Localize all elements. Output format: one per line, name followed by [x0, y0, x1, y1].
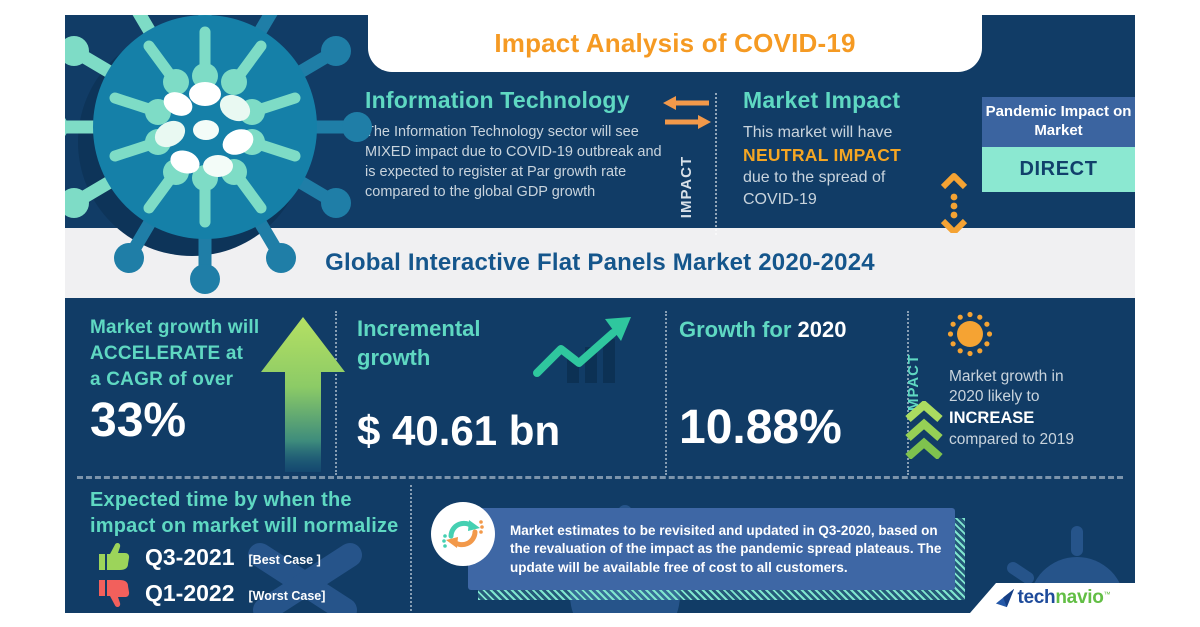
impact2020-line1: Market growth in: [949, 368, 1064, 385]
content-area: Impact Analysis of COVID-19 Information …: [65, 15, 1135, 613]
worst-case-value: Q1-2022: [145, 579, 235, 606]
normalize-heading: Expected time by when the impact on mark…: [90, 487, 399, 540]
growth-up-arrow-icon: [261, 317, 345, 472]
cagr-line1: Market growth will: [90, 317, 260, 338]
sector-block: Information Technology The Information T…: [365, 87, 665, 202]
market-impact-line2: due to the spread of: [743, 169, 886, 187]
coronavirus-icon: [947, 311, 993, 357]
normalize-line2: impact on market will normalize: [90, 515, 399, 538]
impact-vertical-label: IMPACT: [678, 155, 695, 219]
brand-part2: navio: [1055, 587, 1104, 608]
refresh-icon: [442, 520, 484, 548]
cagr-value: 33%: [90, 394, 187, 447]
normalize-divider: [410, 485, 412, 611]
impact2020-highlight: INCREASE: [949, 408, 1035, 427]
brand-strip: technavio™: [970, 583, 1135, 613]
best-case-row: Q3-2021 [Best Case ]: [97, 542, 321, 572]
stat-divider-2: [665, 311, 667, 475]
worst-case-label: [Worst Case]: [248, 589, 326, 603]
worst-case-row: Q1-2022 [Worst Case]: [97, 578, 325, 608]
growth2020-prefix: Growth for: [679, 317, 798, 342]
cagr-line2: ACCELERATE at: [90, 343, 244, 365]
impact2020-line2: 2020 likely to: [949, 388, 1040, 406]
note-box: Market estimates to be revisited and upd…: [468, 508, 955, 590]
growth2020-value: 10.88%: [679, 401, 842, 454]
swap-arrows-icon: [663, 96, 711, 129]
pandemic-impact-label: Pandemic Impact on Market: [982, 97, 1135, 147]
sector-title: Information Technology: [365, 87, 630, 113]
impact2020-text: Market growth in 2020 likely to INCREASE…: [949, 367, 1135, 450]
technavio-logo-icon: [995, 588, 1014, 608]
cagr-heading: Market growth will ACCELERATE at a CAGR …: [90, 315, 259, 394]
thumbs-down-icon: [99, 580, 130, 607]
coronavirus-illustration: [65, 15, 372, 294]
thumbs-up-icon: [99, 543, 130, 570]
impact-updown-icon: [940, 173, 968, 233]
incremental-line2: growth: [357, 344, 431, 370]
report-title: Global Interactive Flat Panels Market 20…: [325, 249, 875, 276]
market-impact-highlight: NEUTRAL IMPACT: [743, 144, 902, 165]
refresh-badge: [431, 502, 495, 566]
pandemic-impact-box: Pandemic Impact on Market DIRECT: [982, 97, 1135, 192]
note-text: Market estimates to be revisited and upd…: [510, 522, 942, 575]
impact2020-line3: compared to 2019: [949, 430, 1074, 448]
normalize-line1: Expected time by when the: [90, 489, 352, 511]
best-case-label: [Best Case ]: [248, 553, 321, 567]
growth2020-year: 2020: [797, 317, 847, 342]
horizontal-dashed-divider: [77, 476, 1123, 479]
brand-trademark: ™: [1103, 591, 1111, 599]
brand-name: technavio™: [1018, 587, 1111, 609]
sector-description: The Information Technology sector will s…: [365, 124, 662, 200]
incremental-value: $ 40.61 bn: [357, 407, 561, 454]
cagr-line3: a CAGR of over: [90, 369, 234, 391]
incremental-line1: Incremental: [357, 316, 481, 341]
header-banner: Impact Analysis of COVID-19: [368, 15, 982, 72]
brand-part1: tech: [1017, 587, 1056, 608]
market-impact-title: Market Impact: [743, 87, 901, 113]
trend-arrow-icon: [533, 317, 631, 383]
pandemic-impact-value: DIRECT: [982, 147, 1135, 192]
top-dotted-divider: [715, 93, 717, 235]
growth2020-heading: Growth for 2020: [679, 317, 847, 343]
market-impact-block: Market Impact This market will have NEUT…: [743, 87, 948, 210]
stat-divider-3: [907, 311, 909, 475]
market-impact-line1: This market will have: [743, 124, 893, 141]
increase-chevrons-icon: [905, 401, 943, 459]
market-impact-line3: COVID-19: [743, 190, 817, 208]
stat-divider-1: [335, 311, 337, 475]
page-title: Impact Analysis of COVID-19: [494, 28, 856, 58]
best-case-value: Q3-2021: [145, 543, 235, 570]
incremental-heading: Incremental growth: [357, 315, 481, 372]
